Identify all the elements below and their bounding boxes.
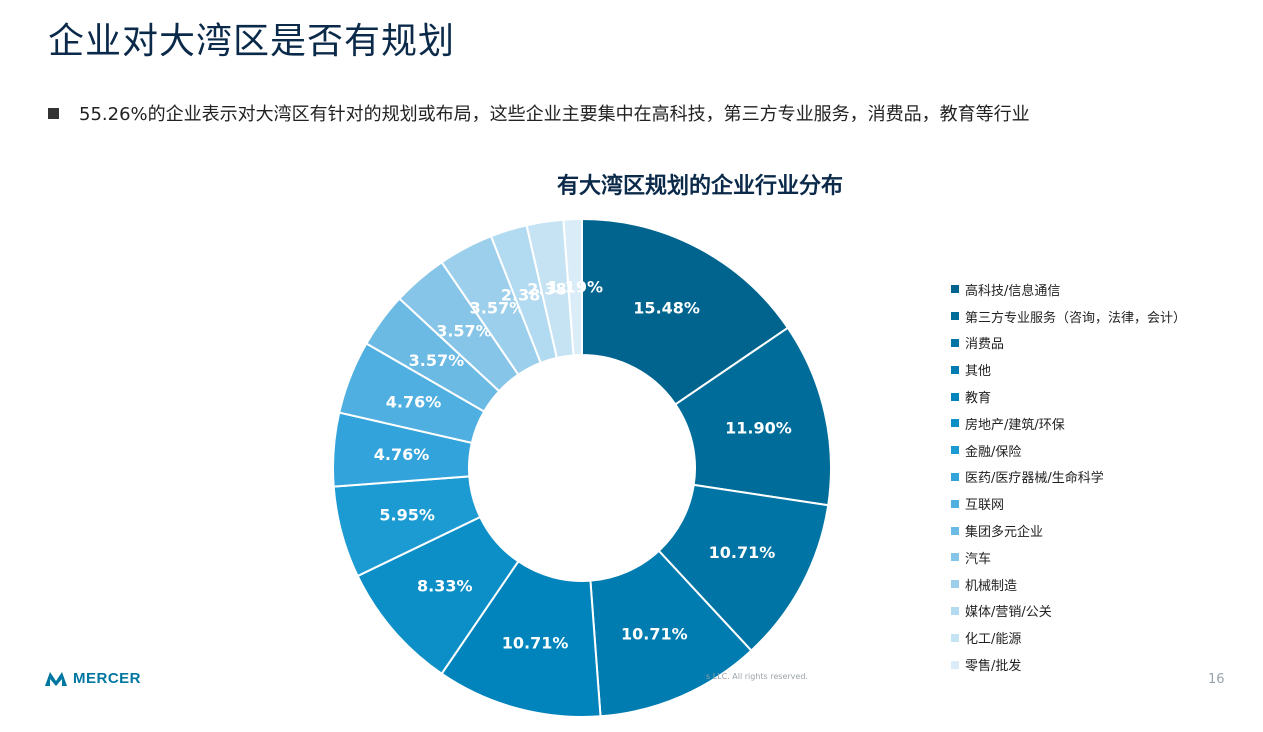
slice-data-label: 11.90% xyxy=(725,418,792,437)
legend-swatch xyxy=(951,365,959,374)
bullet-square-icon xyxy=(48,107,59,119)
chart-title: 有大湾区规划的企业行业分布 xyxy=(556,174,843,199)
legend-swatch xyxy=(951,499,959,508)
legend-label: 金融/保险 xyxy=(965,444,1022,460)
legend-label: 互联网 xyxy=(965,498,1005,514)
legend-label: 化工/能源 xyxy=(965,632,1022,648)
legend-label: 房地产/建筑/环保 xyxy=(965,417,1065,433)
slice-data-label: 8.33% xyxy=(417,577,473,596)
legend-swatch xyxy=(951,446,959,455)
slice-data-label: 3.57% xyxy=(470,298,526,317)
legend-item: 消费品 xyxy=(951,330,1186,357)
legend-item: 集团多元企业 xyxy=(951,517,1186,544)
legend-swatch xyxy=(951,580,959,589)
legend-label: 其他 xyxy=(965,364,992,380)
legend-label: 机械制造 xyxy=(965,578,1018,594)
legend-swatch xyxy=(951,660,959,669)
legend-item: 高科技/信息通信 xyxy=(951,276,1186,303)
legend-item: 汽车 xyxy=(951,544,1186,571)
legend-item: 金融/保险 xyxy=(951,437,1186,464)
legend-label: 高科技/信息通信 xyxy=(965,283,1061,299)
legend-item: 房地产/建筑/环保 xyxy=(951,410,1186,437)
slice-data-label: 10.71% xyxy=(502,633,569,652)
summary-text: 55.26%的企业表示对大湾区有针对的规划或布局，这些企业主要集中在高科技，第三… xyxy=(79,104,1030,125)
legend-label: 媒体/营销/公关 xyxy=(965,605,1052,621)
legend-item: 教育 xyxy=(951,383,1186,410)
legend-label: 第三方专业服务（咨询，法律，会计） xyxy=(965,310,1187,326)
slice-data-label: 5.95% xyxy=(379,505,435,524)
slice-data-label: 3.57% xyxy=(409,351,465,370)
legend-label: 汽车 xyxy=(965,551,992,567)
legend-swatch xyxy=(951,419,959,428)
legend-item: 机械制造 xyxy=(951,571,1186,598)
donut-slice xyxy=(581,217,790,406)
chart-legend: 高科技/信息通信第三方专业服务（咨询，法律，会计） 消费品其他教育房地产/建筑/环… xyxy=(951,276,1186,678)
legend-swatch xyxy=(951,526,959,535)
slide-title: 企业对大湾区是否有规划 xyxy=(48,21,456,62)
slice-data-label: 3.57% xyxy=(436,321,492,340)
legend-item: 第三方专业服务（咨询，法律，会计） xyxy=(951,303,1186,330)
legend-item: 互联网 xyxy=(951,490,1186,517)
legend-label: 教育 xyxy=(965,391,992,407)
slice-data-label: 10.71% xyxy=(709,543,776,562)
page-number: 16 xyxy=(1208,672,1225,687)
legend-swatch xyxy=(951,553,959,562)
legend-swatch xyxy=(951,312,959,321)
legend-label: 消费品 xyxy=(965,337,1005,353)
logo-text: MERCER xyxy=(73,670,142,687)
copyright-notice: s LLC. All rights reserved. xyxy=(706,672,808,681)
legend-item: 媒体/营销/公关 xyxy=(951,598,1186,625)
mercer-logo: MERCER xyxy=(45,670,141,687)
legend-item: 医药/医疗器械/生命科学 xyxy=(951,464,1186,491)
summary-bullet: 55.26%的企业表示对大湾区有针对的规划或布局，这些企业主要集中在高科技，第三… xyxy=(48,100,1030,126)
slice-data-label: 4.76% xyxy=(386,392,442,411)
legend-label: 集团多元企业 xyxy=(965,525,1044,541)
legend-item: 其他 xyxy=(951,356,1186,383)
legend-item: 零售/批发 xyxy=(951,651,1186,678)
legend-swatch xyxy=(951,285,959,294)
slice-data-label: 15.48% xyxy=(633,298,700,317)
legend-label: 医药/医疗器械/生命科学 xyxy=(965,471,1104,487)
legend-swatch xyxy=(951,392,959,401)
donut-slice xyxy=(674,326,832,507)
legend-swatch xyxy=(951,633,959,642)
legend-swatch xyxy=(951,338,959,347)
legend-label: 零售/批发 xyxy=(965,659,1022,675)
donut-slice xyxy=(562,217,583,357)
legend-swatch xyxy=(951,472,959,481)
mercer-logo-icon xyxy=(45,671,67,686)
legend-item: 化工/能源 xyxy=(951,624,1186,651)
slice-data-label: 1.19% xyxy=(547,278,603,297)
legend-swatch xyxy=(951,606,959,615)
slice-data-label: 10.71% xyxy=(621,624,688,643)
slice-data-label: 4.76% xyxy=(374,445,430,464)
